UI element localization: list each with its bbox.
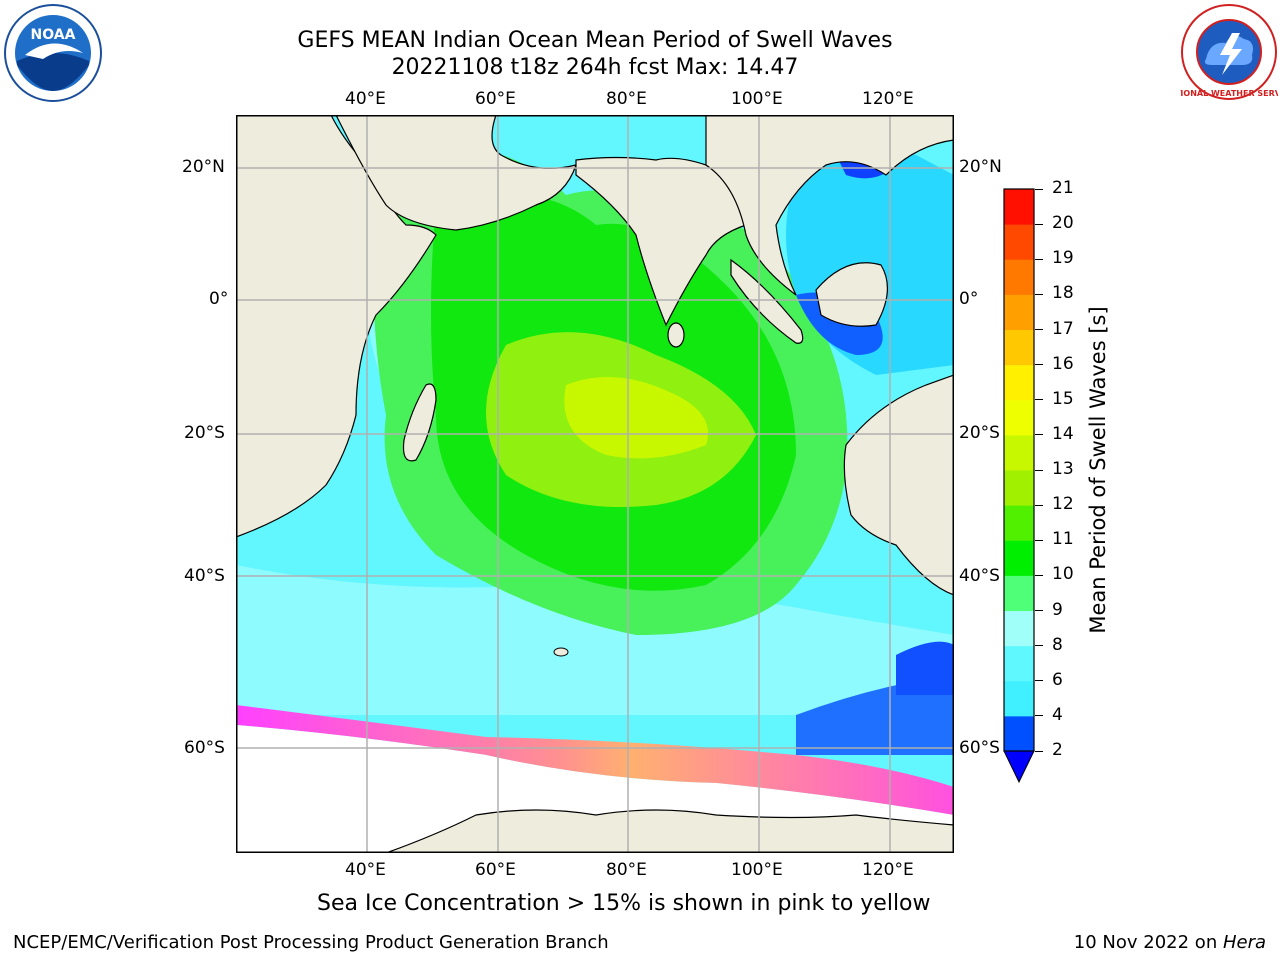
- lon-tick-top: 120°E: [862, 89, 914, 109]
- colorbar: [1003, 188, 1035, 784]
- lon-tick-top: 100°E: [731, 89, 783, 109]
- colorbar-tick-label: 17: [1052, 318, 1074, 339]
- colorbar-tick: [1035, 504, 1043, 506]
- colorbar-tick: [1035, 539, 1043, 541]
- graticule: [236, 115, 954, 853]
- map-title: GEFS MEAN Indian Ocean Mean Period of Sw…: [297, 28, 893, 53]
- colorbar-tick-label: 10: [1052, 564, 1074, 585]
- colorbar-tick-label: 11: [1052, 529, 1074, 550]
- colorbar-swatch: [1004, 505, 1034, 541]
- swell-band-8-9: [236, 565, 954, 715]
- colorbar-swatch: [1004, 259, 1034, 295]
- southeast-asia-land: [705, 115, 954, 296]
- colorbar-tick: [1035, 469, 1043, 471]
- colorbar-tick-label: 20: [1052, 213, 1074, 234]
- colorbar-swatch: [1004, 224, 1034, 260]
- lon-tick-top: 60°E: [475, 89, 516, 109]
- colorbar-swatch: [1004, 189, 1034, 225]
- colorbar-swatch: [1004, 434, 1034, 471]
- lat-tick-right: 40°S: [959, 566, 1000, 586]
- lat-tick-left: 20°N: [182, 157, 225, 177]
- noaa-logo-text: NOAA: [31, 27, 76, 43]
- lon-tick-bottom: 60°E: [475, 860, 516, 880]
- lat-tick-left: 20°S: [184, 423, 225, 443]
- lat-tick-left: 40°S: [184, 566, 225, 586]
- colorbar-tick-label: 12: [1052, 494, 1074, 515]
- colorbar-tick-label: 6: [1052, 669, 1063, 690]
- colorbar-tick-label: 18: [1052, 283, 1074, 304]
- colorbar-tick: [1035, 188, 1043, 190]
- colorbar-swatch: [1004, 680, 1034, 717]
- colorbar-swatch: [1004, 329, 1034, 366]
- colorbar-tick: [1035, 610, 1043, 611]
- colorbar-tick-label: 8: [1052, 634, 1063, 655]
- colorbar-tick-label: 9: [1052, 599, 1063, 620]
- colorbar-swatch: [1004, 575, 1034, 611]
- colorbar-tick-label: 16: [1052, 353, 1074, 374]
- lat-tick-right: 60°S: [959, 738, 1000, 758]
- sea-ice-caption: Sea Ice Concentration > 15% is shown in …: [317, 891, 931, 916]
- map-subtitle: 20221108 t18z 264h fcst Max: 14.47: [391, 55, 799, 80]
- lon-tick-bottom: 40°E: [345, 860, 386, 880]
- lat-tick-left: 0°: [209, 289, 229, 309]
- lon-tick-bottom: 80°E: [606, 860, 647, 880]
- colorbar-tick-label: 14: [1052, 423, 1074, 444]
- colorbar-swatch: [1004, 645, 1034, 682]
- colorbar-tick: [1035, 399, 1043, 401]
- colorbar-tick: [1035, 645, 1043, 647]
- colorbar-swatch: [1004, 540, 1034, 576]
- lon-tick-bottom: 100°E: [731, 860, 783, 880]
- colorbar-swatch: [1004, 470, 1034, 506]
- antarctica-land: [385, 809, 954, 853]
- colorbar-tick-label: 4: [1052, 704, 1063, 725]
- colorbar-tick: [1035, 434, 1043, 436]
- australia-land: [843, 374, 954, 596]
- colorbar-tick-label: 19: [1052, 248, 1074, 269]
- colorbar-swatch: [1004, 364, 1034, 401]
- lat-tick-left: 60°S: [184, 738, 225, 758]
- colorbar-tick: [1035, 223, 1043, 225]
- lat-tick-right: 20°S: [959, 423, 1000, 443]
- noaa-logo-icon: NOAA: [4, 4, 102, 102]
- lon-tick-top: 80°E: [606, 89, 647, 109]
- colorbar-tick-label: 21: [1052, 178, 1074, 198]
- arabia-land: [335, 115, 577, 231]
- colorbar-tick: [1035, 715, 1043, 717]
- colorbar-tick-label: 13: [1052, 459, 1074, 479]
- sea-ice-concentration: [236, 705, 954, 815]
- colorbar-swatch: [1004, 610, 1034, 647]
- swell-band-13-14: [564, 377, 708, 459]
- colorbar-tick-label: 15: [1052, 388, 1074, 409]
- colorbar-tick: [1035, 258, 1043, 260]
- colorbar-tick-label: 2: [1052, 740, 1063, 760]
- colorbar-tick: [1035, 293, 1043, 295]
- lat-tick-right: 0°: [959, 289, 979, 309]
- colorbar-title: Mean Period of Swell Waves [s]: [1086, 306, 1110, 634]
- nws-logo-icon: NATIONAL WEATHER SERVICE: [1180, 4, 1278, 100]
- colorbar-swatch: [1004, 294, 1034, 330]
- colorbar-tick: [1035, 364, 1043, 366]
- footer-date: 10 Nov 2022 on Hera: [1073, 932, 1266, 953]
- madagascar-land: [402, 383, 437, 462]
- india-land: [575, 156, 747, 327]
- colorbar-swatch: [1004, 399, 1034, 436]
- nws-logo-text: NATIONAL WEATHER SERVICE: [1180, 89, 1278, 98]
- lon-tick-bottom: 120°E: [862, 860, 914, 880]
- footer-host: Hera: [1222, 932, 1266, 953]
- colorbar-tick: [1035, 750, 1043, 752]
- colorbar-swatch: [1004, 715, 1034, 752]
- map-panel: [236, 115, 954, 853]
- lat-tick-right: 20°N: [959, 157, 1002, 177]
- colorbar-tick: [1035, 329, 1043, 330]
- colorbar-tick: [1035, 680, 1043, 682]
- colorbar-tick: [1035, 574, 1043, 576]
- lon-tick-top: 40°E: [345, 89, 386, 109]
- footer-credit: NCEP/EMC/Verification Post Processing Pr…: [13, 932, 609, 953]
